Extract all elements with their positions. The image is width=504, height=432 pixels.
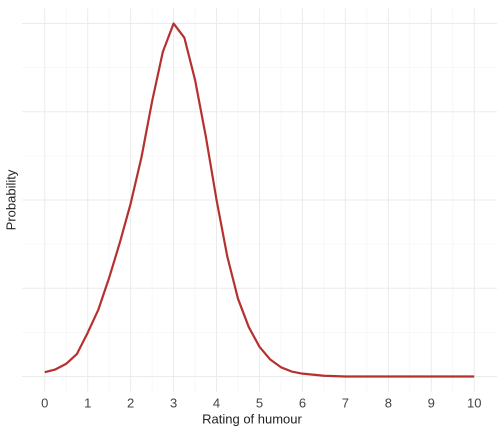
x-tick-label: 8 bbox=[385, 395, 392, 410]
density-line bbox=[44, 22, 475, 378]
x-tick-label: 0 bbox=[41, 395, 48, 410]
x-tick-label: 5 bbox=[256, 395, 263, 410]
x-tick-label: 2 bbox=[127, 395, 134, 410]
y-axis-title: Probability bbox=[3, 169, 18, 230]
x-tick-label: 9 bbox=[428, 395, 435, 410]
x-tick-label: 10 bbox=[467, 395, 481, 410]
x-tick-label: 7 bbox=[342, 395, 349, 410]
x-tick-label: 3 bbox=[170, 395, 177, 410]
x-axis-title: Rating of humour bbox=[202, 411, 302, 426]
x-tick-label: 4 bbox=[213, 395, 220, 410]
x-tick-label: 1 bbox=[84, 395, 91, 410]
x-tick-label: 6 bbox=[299, 395, 306, 410]
